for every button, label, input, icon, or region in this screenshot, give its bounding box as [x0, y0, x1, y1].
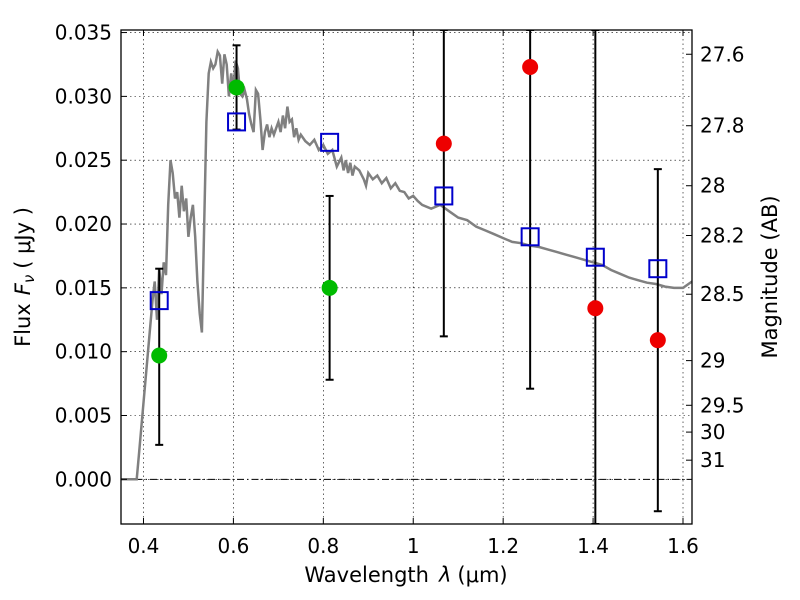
nondetected-flux-point [435, 135, 452, 152]
y2-tick-label: 29.5 [700, 393, 745, 417]
model-square-marker [227, 112, 247, 132]
y2-tick-label: 28.2 [700, 224, 745, 248]
detected-flux-point [321, 279, 338, 296]
y-tick-label: 0.015 [55, 276, 112, 300]
y2-tick-label: 27.6 [700, 42, 745, 66]
detected-flux-point [228, 79, 245, 96]
grid-lines [121, 30, 692, 524]
template-spectrum-line [121, 48, 692, 481]
nondetected-flux-point [649, 332, 666, 349]
x-tick-label: 1 [407, 534, 420, 558]
y2-axis-ticks: 27.6 27.8 28 28.2 28.5 29 29.5 30 31 [686, 42, 745, 472]
y-tick-label: 0.000 [55, 467, 112, 491]
y-axis-label: Flux Fν ( μJy ) [11, 207, 38, 347]
model-square-marker [648, 259, 668, 279]
model-square-marker [320, 132, 340, 152]
y2-tick-label: 30 [700, 420, 725, 444]
y2-tick-label: 31 [700, 448, 725, 472]
x-tick-label: 0.8 [307, 534, 339, 558]
y2-axis-label: Magnitude (AB) [758, 195, 782, 358]
x-tick-label: 1.6 [667, 534, 699, 558]
y2-tick-label: 28.5 [700, 282, 745, 306]
data-markers [149, 59, 668, 364]
plot-frame [120, 29, 693, 525]
model-square-marker [149, 291, 169, 311]
x-axis-label-symbol: λ [438, 563, 451, 587]
y-axis-label-symbol: F [11, 282, 35, 295]
y2-tick-label: 28 [700, 174, 725, 198]
x-tick-label: 0.6 [217, 534, 249, 558]
y-axis-label-text: Flux [11, 303, 35, 347]
y-tick-label: 0.035 [55, 21, 112, 45]
y2-tick-label: 29 [700, 349, 725, 373]
x-axis-label-unit: (μm) [457, 563, 507, 587]
model-square-marker [434, 186, 454, 206]
x-axis-label: Wavelength λ (μm) [304, 563, 507, 587]
plot-area-background [121, 30, 692, 524]
x-tick-label: 0.4 [128, 534, 160, 558]
x-axis-ticks: 0.4 0.6 0.8 1 1.2 1.4 1.6 [128, 30, 699, 558]
y2-tick-label: 27.8 [700, 114, 745, 138]
x-tick-label: 1.2 [487, 534, 519, 558]
y-axis-label-subscript: ν [20, 275, 38, 283]
y-tick-label: 0.030 [55, 84, 112, 108]
nondetected-flux-point [587, 300, 604, 317]
y-tick-label: 0.020 [55, 212, 112, 236]
detected-flux-point [151, 347, 168, 364]
nondetected-flux-point [522, 59, 539, 76]
x-tick-label: 1.4 [577, 534, 609, 558]
y-tick-label: 0.010 [55, 340, 112, 364]
y-tick-label: 0.025 [55, 148, 112, 172]
model-square-marker [585, 247, 605, 267]
y-axis-ticks: 0.000 0.005 0.010 0.015 0.020 0.025 0.030 0.035 [55, 21, 127, 491]
model-square-marker [520, 227, 540, 247]
y-tick-label: 0.005 [55, 403, 112, 427]
y-axis-label-unit: ( μJy ) [11, 207, 35, 269]
x-axis-label-text: Wavelength [304, 563, 429, 587]
